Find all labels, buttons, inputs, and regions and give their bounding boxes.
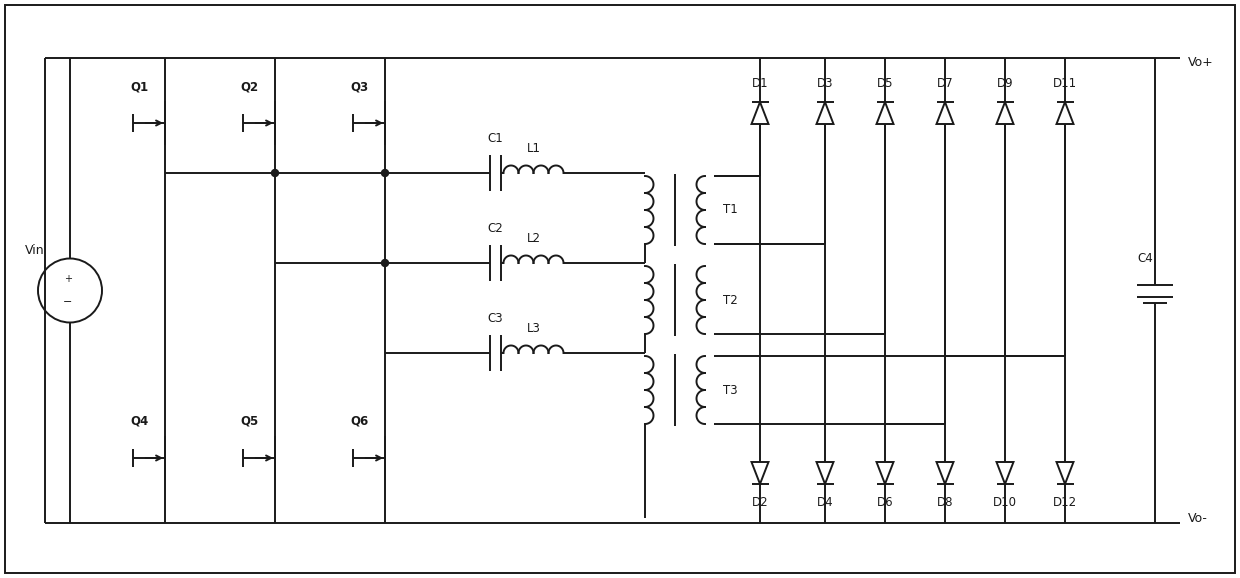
- Text: C3: C3: [487, 312, 502, 325]
- Text: L2: L2: [527, 232, 541, 246]
- Text: D1: D1: [751, 77, 769, 90]
- Text: D12: D12: [1053, 496, 1078, 509]
- Text: +: +: [64, 275, 72, 284]
- Text: C4: C4: [1137, 253, 1153, 265]
- Text: D4: D4: [817, 496, 833, 509]
- Text: Q6: Q6: [350, 415, 368, 428]
- Text: Q2: Q2: [241, 80, 258, 93]
- Text: Q4: Q4: [130, 415, 149, 428]
- Text: D11: D11: [1053, 77, 1078, 90]
- Text: D8: D8: [936, 496, 954, 509]
- Text: −: −: [63, 297, 73, 306]
- Text: L1: L1: [527, 143, 541, 155]
- Text: T1: T1: [723, 203, 738, 217]
- Text: T3: T3: [723, 383, 738, 397]
- Text: D6: D6: [877, 496, 893, 509]
- Circle shape: [382, 260, 388, 266]
- Text: D2: D2: [751, 496, 769, 509]
- Text: Q5: Q5: [241, 415, 258, 428]
- Text: T2: T2: [723, 294, 738, 306]
- Text: Vo+: Vo+: [1188, 57, 1214, 69]
- Text: L3: L3: [527, 323, 541, 335]
- Text: Q3: Q3: [350, 80, 368, 93]
- Text: D7: D7: [936, 77, 954, 90]
- Circle shape: [272, 169, 279, 176]
- Circle shape: [382, 169, 388, 176]
- Text: Q1: Q1: [130, 80, 148, 93]
- Text: D10: D10: [993, 496, 1017, 509]
- Text: D9: D9: [997, 77, 1013, 90]
- Text: C1: C1: [487, 132, 503, 145]
- Text: D5: D5: [877, 77, 893, 90]
- Text: C2: C2: [487, 222, 503, 235]
- Text: D3: D3: [817, 77, 833, 90]
- Text: Vo-: Vo-: [1188, 512, 1208, 524]
- Text: Vin: Vin: [25, 244, 45, 257]
